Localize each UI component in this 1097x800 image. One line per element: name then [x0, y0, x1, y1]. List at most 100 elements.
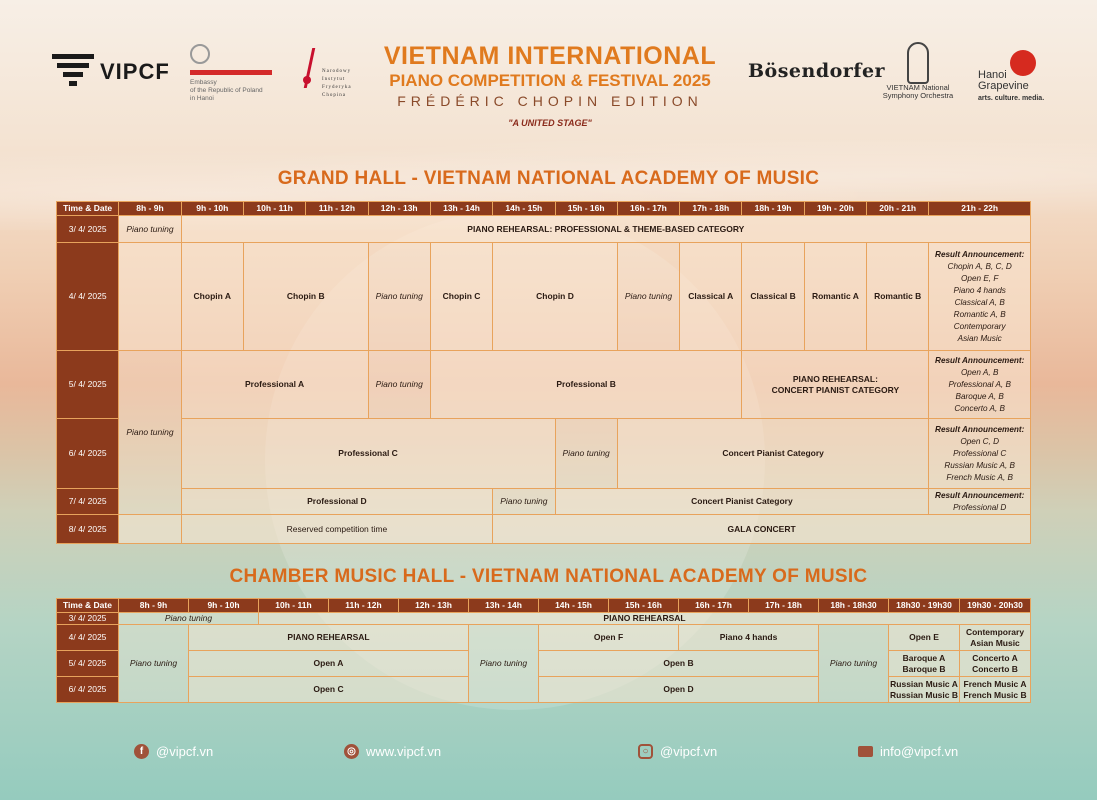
- result-heading: Result Announcement:: [935, 249, 1025, 259]
- date-cell: 4/ 4/ 2025: [55, 242, 120, 351]
- result-line: Baroque A, B: [955, 391, 1004, 401]
- result-cell: Result Announcement: Open C, D Professio…: [928, 418, 1031, 489]
- date-cell: 6/ 4/ 2025: [55, 418, 120, 489]
- footer: f @vipcf.vn ◎ www.vipcf.vn ○ @vipcf.vn i…: [0, 744, 1097, 764]
- tagline: "A UNITED STAGE": [508, 118, 592, 128]
- result-line: Asian Music: [957, 333, 1002, 343]
- grapevine-text-2: Grapevine: [978, 80, 1029, 92]
- result-line: Contemporary: [953, 321, 1006, 331]
- col-header: 8h - 9h: [118, 201, 182, 216]
- schedule-cell: Chopin C: [429, 242, 494, 351]
- table-row: 8/ 4/ 2025 Reserved competition time GAL…: [55, 514, 1031, 544]
- schedule-line: Baroque B: [902, 663, 946, 674]
- grapevine-sub: arts. culture. media.: [978, 95, 1045, 102]
- col-header: 18h - 18h30: [818, 598, 889, 613]
- result-line: Open C, D: [960, 436, 1000, 446]
- nifc-text-2: Instytut: [322, 77, 346, 82]
- piano-tuning-cell: Piano tuning: [818, 624, 889, 703]
- schedule-cell: Russian Music A Russian Music B: [888, 676, 960, 703]
- schedule-cell: Chopin B: [242, 242, 369, 351]
- date-cell: 3/ 4/ 2025: [56, 612, 119, 625]
- col-header: 17h - 18h: [748, 598, 819, 613]
- table-row: 5/ 4/ 2025 Open A Open B Baroque A Baroq…: [56, 650, 1031, 677]
- vnso-logo: VIETNAM National Symphony Orchestra: [880, 42, 956, 100]
- table-row: 4/ 4/ 2025 Piano tuning PIANO REHEARSAL …: [56, 624, 1031, 703]
- result-line: Romantic A, B: [953, 309, 1006, 319]
- schedule-cell: PIANO REHEARSAL: [188, 624, 469, 651]
- piano-tuning-cell: Piano tuning: [118, 612, 259, 625]
- result-cell: Result Announcement: Open A, B Professio…: [928, 350, 1031, 419]
- col-header: 10h - 11h: [242, 201, 307, 216]
- col-header: 9h - 10h: [188, 598, 259, 613]
- empty-cell: [118, 514, 182, 544]
- col-header: 12h - 13h: [367, 201, 431, 216]
- schedule-cell: Open F: [538, 624, 679, 651]
- col-header: 16h - 17h: [616, 201, 681, 216]
- schedule-cell: Chopin A: [180, 242, 244, 351]
- schedule-cell: PIANO REHEARSAL: [258, 612, 1031, 625]
- col-header: 8h - 9h: [118, 598, 189, 613]
- col-header: 20h - 21h: [866, 201, 930, 216]
- col-header: 17h - 18h: [679, 201, 743, 216]
- grand-hall-header-row: Time & Date 8h - 9h 9h - 10h 10h - 11h 1…: [55, 201, 1031, 216]
- table-row: 6/ 4/ 2025 Professional C Piano tuning C…: [55, 418, 1031, 489]
- embassy-text-3: in Hanoi: [190, 95, 214, 102]
- facebook-link[interactable]: f @vipcf.vn: [134, 744, 213, 759]
- result-heading: Result Announcement:: [935, 355, 1025, 365]
- nifc-mark-icon: [302, 46, 318, 90]
- schedule-line: French Music B: [963, 689, 1027, 700]
- schedule-cell: Baroque A Baroque B: [888, 650, 960, 677]
- date-cell: 4/ 4/ 2025: [56, 624, 119, 651]
- schedule-cell: Open A: [188, 650, 469, 677]
- schedule-cell: Romantic A: [803, 242, 868, 351]
- splat-icon: [1010, 50, 1036, 76]
- piano-tuning-cell: Piano tuning: [118, 350, 182, 515]
- schedule-line: Russian Music A: [890, 678, 958, 689]
- schedule-cell: Reserved competition time: [180, 514, 494, 544]
- date-cell: 6/ 4/ 2025: [56, 676, 119, 703]
- globe-icon: ◎: [344, 744, 359, 759]
- result-line: Professional D: [953, 502, 1007, 512]
- website-link[interactable]: ◎ www.vipcf.vn: [344, 744, 441, 759]
- schedule-cell: Classical A: [679, 242, 743, 351]
- piano-tuning-cell: Piano tuning: [554, 418, 618, 489]
- instagram-icon: ○: [638, 744, 653, 759]
- col-header: 9h - 10h: [180, 201, 244, 216]
- col-header: Time & Date: [56, 598, 119, 613]
- schedule-cell: Open B: [538, 650, 819, 677]
- schedule-cell: Professional B: [429, 350, 743, 419]
- chamber-hall-table: Time & Date 8h - 9h 9h - 10h 10h - 11h 1…: [56, 598, 1031, 703]
- website-url: www.vipcf.vn: [366, 744, 442, 759]
- facebook-icon: f: [134, 744, 149, 759]
- email-link[interactable]: info@vipcf.vn: [858, 744, 958, 759]
- chamber-hall-title: CHAMBER MUSIC HALL - VIETNAM NATIONAL AC…: [229, 566, 868, 587]
- vnso-text-1: VIETNAM National: [886, 83, 950, 92]
- title-line-1: VIETNAM INTERNATIONAL: [383, 42, 717, 70]
- schedule-line: CONCERT PIANIST CATEGORY: [771, 384, 900, 395]
- date-cell: 3/ 4/ 2025: [55, 215, 120, 243]
- schedule-line: Concerto B: [972, 663, 1018, 674]
- grapevine-logo: Hanoi Grapevine arts. culture. media.: [978, 50, 1058, 102]
- col-header: 14h - 15h: [492, 201, 556, 216]
- eagle-icon: [190, 44, 210, 64]
- schedule-cell: Chopin D: [492, 242, 618, 351]
- date-cell: 5/ 4/ 2025: [55, 350, 120, 419]
- table-row: 7/ 4/ 2025 Professional D Piano tuning C…: [55, 488, 1031, 515]
- nifc-logo: Narodowy Instytut Fryderyka Chopina: [302, 46, 352, 100]
- col-header: 11h - 12h: [328, 598, 399, 613]
- col-header: 16h - 17h: [678, 598, 749, 613]
- nifc-text-3: Fryderyka: [322, 85, 352, 90]
- instagram-link[interactable]: ○ @vipcf.vn: [638, 744, 717, 759]
- piano-tuning-cell: Piano tuning: [492, 488, 556, 515]
- header: VIPCF Embassy of the Republic of Poland …: [0, 0, 1097, 160]
- col-header: 14h - 15h: [538, 598, 609, 613]
- violin-icon: [907, 42, 929, 84]
- result-cell: Result Announcement: Professional D: [928, 488, 1031, 515]
- col-header: 19h - 20h: [803, 201, 868, 216]
- col-header: 18h30 - 19h30: [888, 598, 960, 613]
- schedule-cell: PIANO REHEARSAL: PROFESSIONAL & THEME-BA…: [180, 215, 1032, 243]
- col-header: 15h - 16h: [608, 598, 679, 613]
- schedule-line: Concerto A: [972, 652, 1018, 663]
- schedule-line: Russian Music B: [889, 689, 959, 700]
- schedule-cell: Concert Pianist Category: [554, 488, 930, 515]
